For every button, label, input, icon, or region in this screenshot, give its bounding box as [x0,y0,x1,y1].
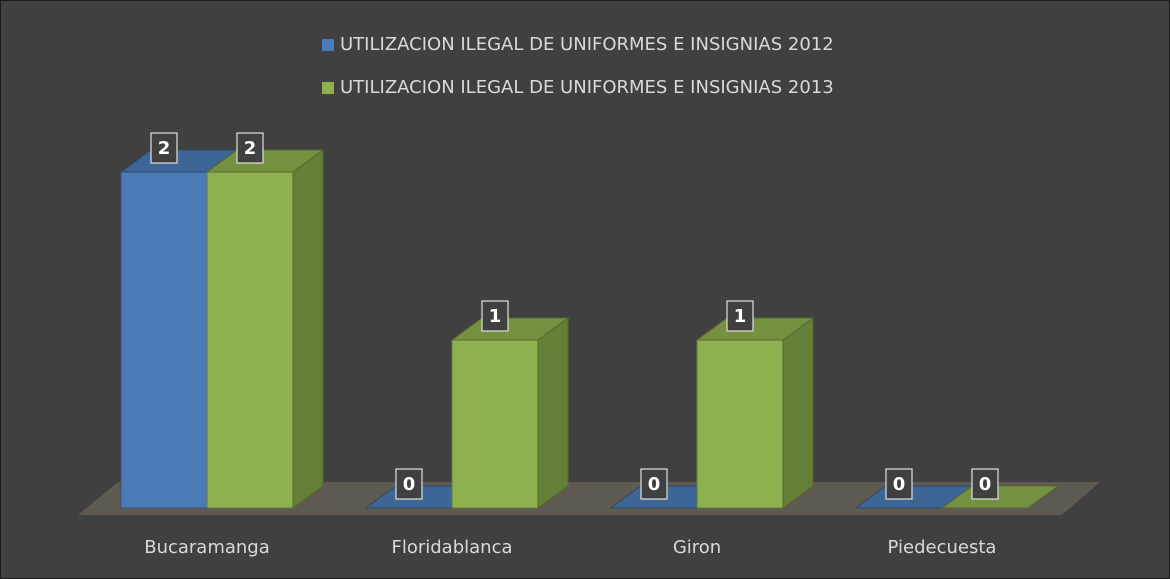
data-label: 1 [489,306,502,327]
bar-side [537,317,569,509]
bar-top [940,485,1060,509]
data-label-box [885,468,913,500]
data-label: 0 [648,474,661,495]
bar-top [205,149,325,173]
x-tick-label: Giron [673,537,721,558]
x-tick-label: Floridablanca [391,537,512,558]
data-label: 2 [244,138,257,159]
data-label-box [395,468,423,500]
x-tick-label: Piedecuesta [888,537,997,558]
data-label: 2 [158,138,171,159]
floor [78,482,1100,515]
data-label-box [726,300,754,332]
bar-front [206,171,294,509]
bar-front [451,339,539,509]
data-label: 0 [893,474,906,495]
x-tick-label: Bucaramanga [144,537,270,558]
data-label: 1 [734,306,747,327]
data-label-box [481,300,509,332]
legend-label: UTILIZACION ILEGAL DE UNIFORMES E INSIGN… [340,77,834,98]
legend-swatch [322,39,334,51]
data-label-box [971,468,999,500]
data-label: 0 [979,474,992,495]
bar-front [120,171,208,509]
bar-top [450,317,570,341]
data-label-box [640,468,668,500]
bar-top [695,317,815,341]
bar-side [292,149,324,509]
bar-side [782,317,814,509]
legend-label: UTILIZACION ILEGAL DE UNIFORMES E INSIGN… [340,34,834,55]
legend-swatch [322,82,334,94]
data-label-box [236,132,264,164]
data-label-box [150,132,178,164]
bar-front [696,339,784,509]
data-label: 0 [403,474,416,495]
